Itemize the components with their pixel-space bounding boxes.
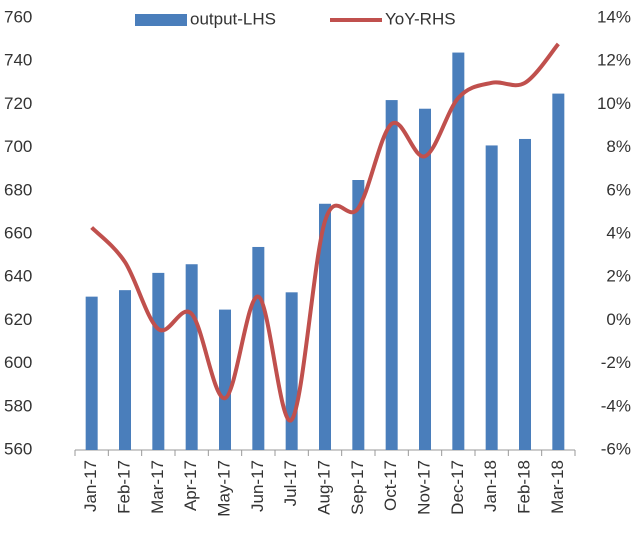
y-tick-label: 580 [4, 396, 32, 415]
x-tick-label: Nov-17 [414, 460, 433, 515]
bar [285, 292, 298, 450]
x-tick-label: Aug-17 [314, 460, 333, 515]
x-tick-label: Jan-18 [481, 460, 500, 512]
bar [185, 264, 198, 450]
y2-tick-label: 6% [606, 180, 631, 199]
y-tick-label: 660 [4, 223, 32, 242]
bar [119, 290, 131, 450]
y2-tick-label: 14% [597, 7, 631, 26]
bar [485, 145, 498, 450]
bar [519, 138, 531, 450]
y2-tick-label: 12% [597, 51, 631, 70]
y2-tick-label: -2% [601, 353, 631, 372]
bar [319, 203, 331, 450]
bar [152, 272, 165, 450]
legend-label: YoY-RHS [385, 9, 456, 28]
bar [385, 100, 398, 450]
x-tick-label: May-17 [214, 460, 233, 517]
y2-tick-label: 8% [606, 137, 631, 156]
y2-tick-label: 10% [597, 94, 631, 113]
x-tick-label: Sep-17 [348, 460, 367, 515]
y-tick-label: 640 [4, 267, 32, 286]
x-tick-label: Oct-17 [381, 460, 400, 511]
bar [219, 309, 231, 450]
x-tick-label: Feb-18 [514, 460, 533, 514]
x-tick-label: Mar-18 [548, 460, 567, 514]
y2-tick-label: -4% [601, 396, 631, 415]
line [90, 42, 560, 423]
y-tick-label: 740 [4, 51, 32, 70]
bar [352, 180, 365, 450]
y-tick-label: 560 [4, 439, 32, 458]
bar [85, 296, 98, 450]
y-tick-label: 760 [4, 7, 32, 26]
y2-tick-label: 2% [606, 267, 631, 286]
bar [419, 108, 431, 450]
y-tick-label: 680 [4, 180, 32, 199]
x-tick-label: Mar-17 [148, 460, 167, 514]
legend-label: output-LHS [190, 9, 276, 28]
x-tick-label: Jul-17 [281, 460, 300, 506]
x-tick-label: Jan-17 [81, 460, 100, 512]
legend-swatch [135, 14, 187, 26]
bar [252, 246, 265, 450]
y2-tick-label: -6% [601, 439, 631, 458]
y2-tick-label: 4% [606, 223, 631, 242]
x-tick-label: Dec-17 [448, 460, 467, 515]
bar [552, 93, 565, 450]
y-tick-label: 700 [4, 137, 32, 156]
y-tick-label: 620 [4, 310, 32, 329]
y-tick-label: 600 [4, 353, 32, 372]
x-tick-label: Apr-17 [181, 460, 200, 511]
x-tick-label: Jun-17 [248, 460, 267, 512]
y-tick-label: 720 [4, 94, 32, 113]
bar [452, 52, 465, 451]
x-tick-label: Feb-17 [114, 460, 133, 514]
y2-tick-label: 0% [606, 310, 631, 329]
